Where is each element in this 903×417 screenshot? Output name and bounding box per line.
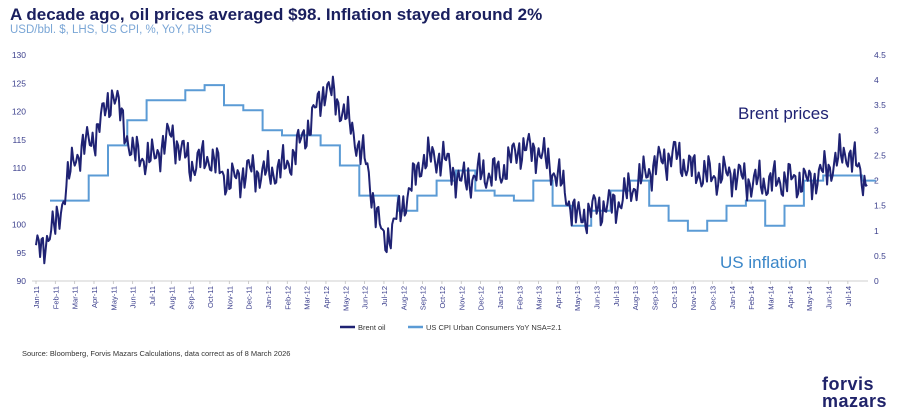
x-axis: Jan-11 Feb-11 Mar-11 Apr-11 May-11 Jun-11 Jul-… — [32, 281, 853, 311]
x-tick-label: Jul-12 — [380, 286, 389, 306]
x-tick-label: May-13 — [573, 286, 582, 311]
x-tick-label: Jun-14 — [825, 286, 834, 309]
brent-annotation: Brent prices — [738, 104, 829, 123]
left-tick-label: 95 — [17, 248, 27, 258]
left-tick-label: 110 — [12, 163, 26, 173]
x-tick-label: Feb-13 — [515, 286, 524, 310]
x-tick-label: Jul-13 — [612, 286, 621, 306]
x-tick-label: Feb-11 — [51, 286, 60, 309]
x-tick-label: Jul-14 — [844, 286, 853, 306]
logo-line1: forvis — [821, 374, 874, 394]
logo-line2: mazars — [821, 391, 887, 411]
x-tick-label: Jan-14 — [728, 286, 737, 309]
right-tick-label: 1 — [874, 226, 879, 236]
x-tick-label: Sep-12 — [419, 286, 428, 310]
x-tick-label: Oct-13 — [670, 286, 679, 309]
left-tick-label: 120 — [12, 107, 26, 117]
brent-series-line — [35, 75, 868, 265]
right-tick-label: 0 — [874, 276, 879, 286]
legend: Brent oil US CPI Urban Consumers YoY NSA… — [340, 323, 562, 332]
x-tick-label: May-14 — [805, 286, 814, 311]
x-tick-label: Mar-12 — [303, 286, 312, 310]
legend-brent-label: Brent oil — [358, 323, 386, 332]
left-tick-label: 130 — [12, 50, 26, 60]
left-tick-label: 105 — [12, 191, 26, 201]
right-tick-label: 0.5 — [874, 251, 886, 261]
x-tick-label: Apr-13 — [554, 286, 563, 309]
x-tick-label: Jun-11 — [129, 286, 138, 308]
x-tick-label: Nov-11 — [225, 286, 234, 310]
left-axis: 90 95 100 105 110 115 120 125 130 — [12, 50, 26, 286]
x-tick-label: Aug-13 — [631, 286, 640, 310]
chart-subtitle: USD/bbl. $, LHS, US CPI, %, YoY, RHS — [10, 24, 212, 36]
x-tick-label: Oct-11 — [206, 286, 215, 308]
forvis-mazars-logo: forvis mazars — [821, 374, 887, 411]
x-tick-label: Jan-12 — [264, 286, 273, 309]
x-tick-label: Dec-12 — [477, 286, 486, 310]
x-tick-label: Feb-12 — [283, 286, 292, 310]
x-tick-label: Sep-11 — [187, 286, 196, 310]
right-tick-label: 4 — [874, 75, 879, 85]
x-tick-label: May-11 — [109, 286, 118, 310]
x-tick-label: Apr-12 — [322, 286, 331, 309]
source-note: Source: Bloomberg, Forvis Mazars Calcula… — [22, 349, 291, 358]
x-tick-label: Dec-13 — [709, 286, 718, 310]
x-tick-label: Apr-11 — [90, 286, 99, 308]
x-tick-label: Nov-13 — [689, 286, 698, 310]
x-tick-label: Jul-11 — [148, 286, 157, 306]
x-tick-label: Jun-13 — [593, 286, 602, 309]
left-tick-label: 115 — [12, 135, 26, 145]
legend-cpi-label: US CPI Urban Consumers YoY NSA=2.1 — [426, 323, 562, 332]
x-tick-label: May-12 — [341, 286, 350, 311]
inflation-annotation: US inflation — [720, 253, 807, 272]
cpi-series-line — [50, 84, 876, 232]
x-tick-label: Nov-12 — [457, 286, 466, 310]
x-tick-label: Aug-11 — [167, 286, 176, 310]
x-tick-label: Mar-13 — [535, 286, 544, 310]
left-tick-label: 125 — [12, 78, 26, 88]
left-tick-label: 100 — [12, 220, 26, 230]
chart-canvas: 90 95 100 105 110 115 120 125 130 0 0.5 1 1.5 2 2.5 3 3… — [12, 50, 886, 332]
right-tick-label: 1.5 — [874, 201, 886, 211]
right-tick-label: 3.5 — [874, 100, 886, 110]
x-tick-label: Feb-14 — [747, 286, 756, 310]
x-tick-label: Mar-11 — [71, 286, 80, 309]
x-tick-label: Apr-14 — [786, 286, 795, 309]
x-tick-label: Dec-11 — [245, 286, 254, 310]
x-tick-label: Jan-11 — [32, 286, 41, 308]
right-tick-label: 2 — [874, 176, 879, 186]
right-tick-label: 4.5 — [874, 50, 886, 60]
left-tick-label: 90 — [17, 276, 27, 286]
chart-title: A decade ago, oil prices averaged $98. I… — [10, 5, 543, 24]
right-tick-label: 3 — [874, 125, 879, 135]
right-axis: 0 0.5 1 1.5 2 2.5 3 3.5 4 4.5 — [874, 50, 886, 286]
x-tick-label: Aug-12 — [399, 286, 408, 310]
x-tick-label: Jan-13 — [496, 286, 505, 309]
x-tick-label: Jun-12 — [361, 286, 370, 309]
x-tick-label: Mar-14 — [767, 286, 776, 310]
x-tick-label: Sep-13 — [651, 286, 660, 310]
right-tick-label: 2.5 — [874, 150, 886, 160]
x-tick-label: Oct-12 — [438, 286, 447, 309]
